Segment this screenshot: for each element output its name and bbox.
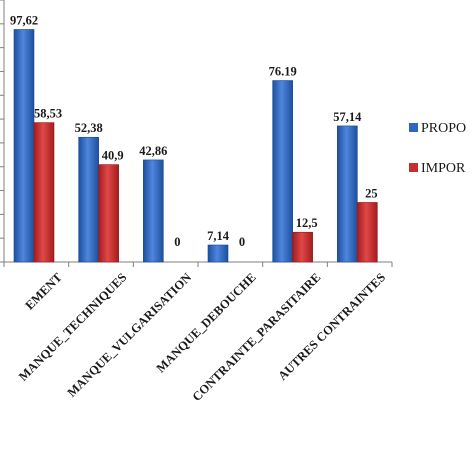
bar-propo	[337, 125, 358, 263]
legend-label: IMPOR	[421, 161, 466, 176]
bar-propo	[13, 29, 35, 263]
bar-impor	[357, 202, 378, 263]
category-label: AUTRES CONTRAINTES	[275, 270, 388, 383]
bar-layer	[13, 29, 378, 263]
legend-swatch	[409, 163, 418, 172]
value-label: 52,38	[75, 121, 103, 135]
value-label: 40,9	[102, 149, 124, 163]
bar-impor	[33, 122, 55, 263]
value-label: 57,14	[333, 110, 362, 124]
value-label: 42,86	[139, 144, 167, 158]
category-label: EMENT	[22, 270, 65, 313]
value-label: 76.19	[269, 65, 297, 79]
bar-propo	[78, 136, 99, 263]
bar-impor	[98, 164, 119, 263]
value-label-layer: 97,62 52,38 42,86 7,14 76.19 57,14 58,53 40,9 0 0…	[10, 13, 378, 249]
axis-layer	[0, 0, 393, 267]
bar-impor	[292, 231, 313, 263]
legend: PROPO IMPOR	[409, 121, 466, 176]
legend-swatch	[409, 123, 418, 132]
value-label: 12,5	[296, 216, 318, 230]
bar-propo	[207, 244, 229, 263]
category-label: MANQUE_VULGARISATION	[65, 270, 195, 400]
category-label-layer: EMENTMANQUE_TECHNIQUESMANQUE_VULGARISATI…	[16, 270, 388, 404]
category-label: MANQUE_TECHNIQUES	[16, 270, 130, 384]
bar-propo	[143, 159, 164, 263]
value-label: 0	[174, 235, 180, 249]
value-label: 58,53	[34, 107, 62, 121]
value-label: 7,14	[207, 229, 230, 243]
category-label: CONTRAINTE_PARASITAIRE	[190, 270, 324, 404]
value-label: 0	[239, 235, 245, 249]
bar-propo	[272, 80, 293, 263]
value-label: 25	[365, 186, 378, 200]
value-label: 97,62	[10, 13, 38, 27]
legend-label: PROPO	[421, 121, 466, 136]
